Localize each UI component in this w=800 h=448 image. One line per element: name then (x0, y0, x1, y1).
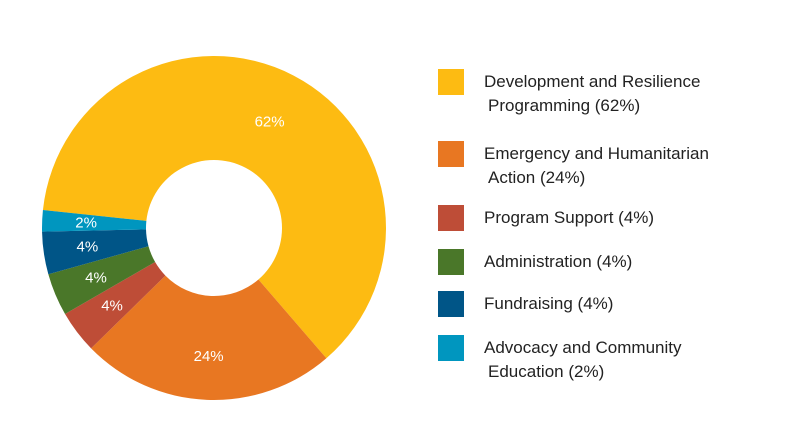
legend-swatch-administration (438, 249, 464, 275)
legend-label-advocacy-line1: Advocacy and Community (484, 338, 682, 357)
data-label-advocacy: 2% (75, 215, 97, 232)
legend-label-emergency-line1: Emergency and Humanitarian (484, 144, 709, 163)
data-label-administration: 4% (85, 270, 107, 287)
legend-swatch-advocacy (438, 335, 464, 361)
legend-label-administration-line1: Administration (4%) (484, 252, 633, 271)
donut-chart: 62% 24% 4% 4% 4% 2% (42, 55, 387, 400)
data-label-emergency: 24% (194, 348, 224, 365)
slice-development (42, 55, 387, 359)
legend-label-development: Development and Resilience Programming (… (484, 70, 774, 118)
legend-label-program-support: Program Support (4%) (484, 206, 774, 230)
legend-label-program-support-line1: Program Support (4%) (484, 208, 655, 227)
legend-label-advocacy: Advocacy and Community Education (2%) (484, 336, 774, 384)
slice-fundraising (42, 229, 149, 275)
legend-label-administration: Administration (4%) (484, 250, 774, 274)
slice-advocacy (42, 210, 147, 232)
legend-swatch-emergency (438, 141, 464, 167)
legend-label-development-line1: Development and Resilience (484, 72, 701, 91)
legend-label-emergency: Emergency and Humanitarian Action (24%) (484, 142, 774, 190)
legend-label-fundraising: Fundraising (4%) (484, 292, 774, 316)
slice-administration (48, 246, 156, 314)
legend-label-fundraising-line1: Fundraising (4%) (484, 294, 614, 313)
data-label-program-support: 4% (101, 297, 123, 314)
legend-swatch-program-support (438, 205, 464, 231)
slice-emergency (91, 275, 327, 400)
legend-label-emergency-line2: Action (24%) (488, 168, 586, 187)
legend-swatch-development (438, 69, 464, 95)
data-label-fundraising: 4% (77, 239, 99, 256)
data-label-development: 62% (255, 114, 285, 131)
legend-swatch-fundraising (438, 291, 464, 317)
legend-label-advocacy-line2: Education (2%) (488, 362, 605, 381)
slice-program-support (65, 262, 166, 349)
legend-label-development-line2: Programming (62%) (488, 96, 641, 115)
